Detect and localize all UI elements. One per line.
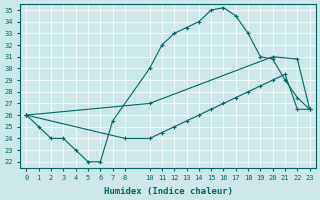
X-axis label: Humidex (Indice chaleur): Humidex (Indice chaleur) <box>104 187 233 196</box>
